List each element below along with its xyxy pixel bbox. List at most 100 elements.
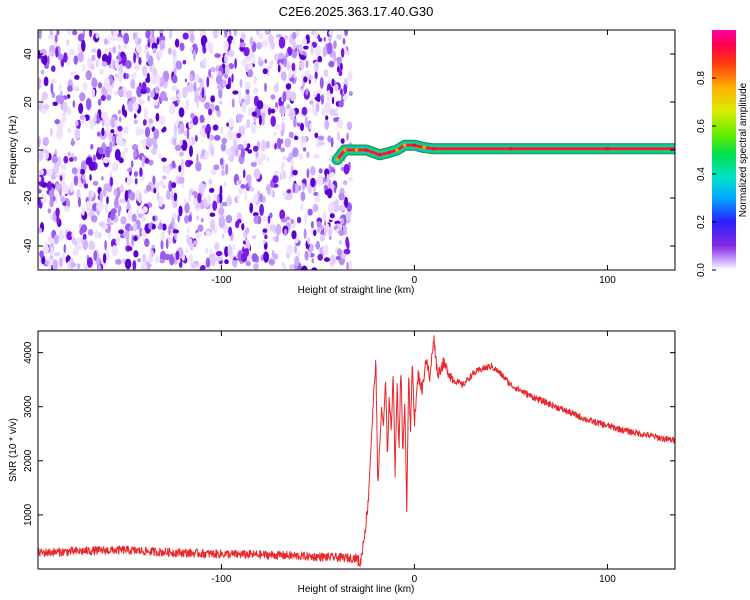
spectrogram-noise-cell [270, 115, 277, 127]
spectrogram-noise-cell [210, 95, 216, 103]
spectrogram-noise-cell [199, 114, 205, 124]
spectrogram-noise-cell [182, 87, 188, 99]
spectrogram-noise-cell [298, 185, 301, 192]
spectrogram-noise-cell [196, 215, 200, 221]
spectrogram-noise-cell [301, 106, 308, 116]
spectrogram-noise-cell [143, 107, 148, 119]
spectrogram-noise-cell [265, 30, 269, 34]
x-tick-label: -100 [211, 275, 231, 286]
spectrogram-noise-cell [166, 189, 171, 201]
spectrogram-noise-cell [190, 262, 198, 269]
spectrogram-noise-cell [105, 248, 110, 261]
spectrogram-noise-cell [72, 100, 76, 108]
snr-y-ticks: 1000 2000 3000 4000 [23, 341, 675, 526]
spectrogram-noise-cell [276, 137, 282, 150]
spectrogram-noise-cell [101, 61, 108, 67]
spectrogram-noise-cell [85, 98, 92, 111]
spectrogram-noise-cell [178, 107, 185, 118]
spectrogram-noise-cell [256, 30, 260, 36]
spectrogram-noise-cell [82, 82, 88, 90]
spectrogram-noise-cell [177, 214, 180, 223]
spectrogram-noise-cell [290, 218, 294, 224]
spectrogram-noise-cell [332, 50, 336, 61]
spectrogram-noise-cell [138, 57, 142, 65]
spectrogram-noise-cell [50, 127, 53, 137]
spectrogram-noise-cell [160, 239, 164, 250]
spectrogram-noise-cell [277, 64, 281, 73]
noise-layer [38, 30, 353, 270]
spectrogram-noise-cell [123, 72, 127, 80]
spectrogram-noise-cell [88, 190, 93, 202]
spectrogram-noise-cell [204, 151, 210, 160]
spectrogram-noise-cell [227, 129, 234, 141]
spectrogram-noise-cell [252, 196, 258, 204]
spectrogram-noise-cell [135, 192, 139, 197]
spectrogram-noise-cell [159, 115, 166, 125]
spectrogram-noise-cell [125, 73, 129, 80]
spectrogram-noise-cell [297, 252, 300, 257]
signal-track-point [395, 148, 399, 152]
spectrogram-noise-cell [300, 88, 305, 94]
spectrogram-noise-cell [125, 90, 133, 99]
spectrogram-noise-cell [187, 82, 194, 93]
spectrogram-noise-cell [189, 45, 193, 52]
spectrogram-noise-cell [127, 208, 132, 221]
spectrogram-noise-cell [292, 147, 299, 158]
spectrogram-noise-cell [151, 223, 156, 230]
spectrogram-noise-cell [252, 87, 259, 95]
spectrogram-noise-cell [223, 181, 227, 188]
spectrogram-noise-cell [152, 68, 158, 76]
spectrogram-noise-cell [150, 35, 156, 45]
spectrogram-noise-cell [251, 253, 258, 263]
spectrogram-noise-cell [184, 78, 188, 83]
spectrogram-panel: -40 -20 0 20 40 -100 0 100 Height of straight … [8, 29, 676, 296]
spectrogram-noise-cell [268, 259, 276, 265]
spectrogram-noise-cell [121, 150, 125, 159]
spectrogram-noise-cell [245, 88, 250, 95]
spectrogram-noise-cell [153, 143, 158, 150]
spectrogram-x-axis-label: Height of straight line (km) [298, 285, 415, 296]
spectrogram-noise-cell [309, 76, 313, 81]
spectrogram-noise-cell [314, 132, 319, 139]
spectrogram-noise-cell [175, 250, 180, 261]
spectrogram-noise-cell [317, 253, 324, 261]
spectrogram-noise-cell [328, 163, 332, 174]
spectrogram-noise-cell [81, 206, 85, 216]
spectrogram-noise-cell [142, 119, 147, 126]
spectrogram-noise-cell [209, 187, 215, 193]
spectrogram-noise-cell [124, 190, 129, 202]
spectrogram-noise-cell [121, 54, 125, 66]
spectrogram-noise-cell [319, 234, 325, 242]
spectrogram-noise-cell [133, 119, 138, 125]
spectrogram-noise-cell [179, 139, 183, 146]
spectrogram-noise-cell [123, 43, 128, 50]
spectrogram-noise-cell [133, 150, 138, 158]
spectrogram-noise-cell [142, 206, 148, 214]
spectrogram-noise-cell [69, 182, 74, 193]
spectrogram-noise-cell [162, 184, 166, 189]
spectrogram-noise-cell [82, 239, 89, 251]
spectrogram-noise-cell [240, 147, 245, 159]
spectrogram-noise-cell [184, 202, 190, 214]
spectrogram-noise-cell [241, 58, 248, 67]
spectrogram-noise-cell [328, 60, 335, 68]
spectrogram-noise-cell [343, 163, 350, 175]
spectrogram-noise-cell [113, 90, 119, 96]
spectrogram-noise-cell [275, 124, 280, 130]
spectrogram-noise-cell [291, 62, 296, 72]
spectrogram-noise-cell [112, 46, 117, 54]
spectrogram-noise-cell [248, 181, 252, 188]
spectrogram-noise-cell [96, 201, 103, 211]
spectrogram-noise-cell [154, 99, 158, 106]
spectrogram-noise-cell [106, 93, 112, 101]
spectrogram-noise-cell [93, 250, 98, 261]
spectrogram-noise-cell [226, 197, 233, 206]
spectrogram-noise-cell [271, 249, 275, 258]
spectrogram-noise-cell [70, 262, 77, 268]
spectrogram-noise-cell [48, 51, 55, 56]
spectrogram-noise-cell [171, 182, 177, 189]
y-tick-label: 20 [23, 96, 34, 108]
spectrogram-noise-cell [92, 180, 99, 186]
spectrogram-noise-cell [97, 48, 102, 59]
spectrogram-noise-cell [317, 135, 324, 141]
